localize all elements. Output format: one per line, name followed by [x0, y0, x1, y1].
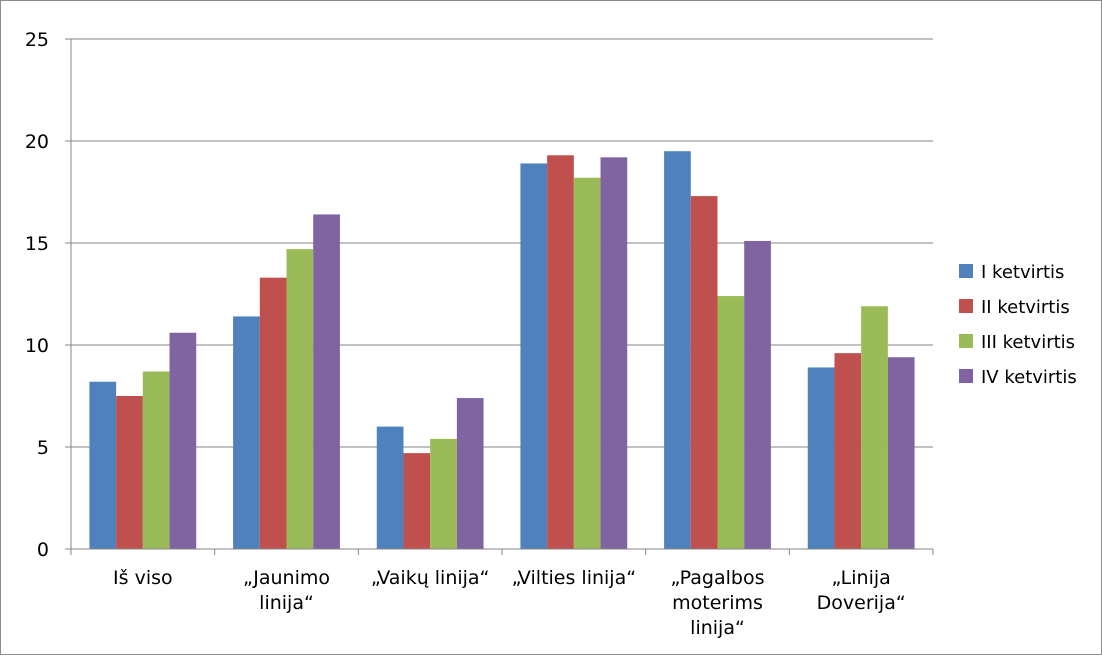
bar-1-4	[520, 163, 548, 549]
bar-2-2	[259, 277, 287, 549]
x-category-label: „Jaunimo	[243, 567, 330, 589]
y-tick-labels: 0 5 10 15 20 25	[25, 29, 49, 561]
x-category-label: Doverija“	[817, 592, 906, 614]
legend-swatch	[959, 334, 973, 348]
gridlines	[71, 38, 933, 448]
bar-1-5	[664, 151, 691, 549]
x-category-label: „Vaikų linija“	[371, 567, 490, 589]
legend-label: II ketvirtis	[981, 297, 1070, 318]
bar-4-4	[600, 157, 628, 549]
bar-3-1	[142, 371, 170, 549]
x-category-label: linija“	[259, 592, 314, 614]
bar-2-3	[403, 453, 431, 549]
y-tick-label: 5	[37, 437, 49, 459]
x-category-label: Iš viso	[113, 567, 173, 589]
bar-1-2	[233, 316, 260, 549]
legend-swatch	[959, 264, 973, 278]
legend-label: IV ketvirtis	[981, 367, 1077, 388]
legend-label: III ketvirtis	[981, 332, 1075, 353]
x-category-label: „Pagalbos	[671, 567, 765, 589]
bar-2-1	[116, 396, 143, 549]
x-category-labels: Iš viso „Jaunimo linija“ „Vaikų linija“ „Vil…	[113, 567, 906, 639]
bar-4-3	[456, 398, 484, 549]
bar-4-2	[313, 214, 340, 549]
legend-label: I ketvirtis	[981, 262, 1064, 283]
y-tick-label: 25	[25, 29, 49, 51]
bar-3-5	[717, 296, 745, 549]
bars	[89, 151, 915, 549]
y-tick-label: 10	[25, 335, 49, 357]
bar-2-4	[547, 155, 574, 549]
x-category-label: „Vilties linija“	[512, 567, 637, 589]
axes	[65, 38, 934, 555]
legend: I ketvirtis II ketvirtis III ketvirtis IV k…	[959, 262, 1077, 388]
bar-4-6	[887, 357, 915, 549]
legend-swatch	[959, 299, 973, 313]
y-tick-label: 20	[25, 131, 49, 153]
x-category-label: „Linija	[832, 567, 891, 589]
bar-1-1	[89, 381, 117, 549]
x-category-label: linija“	[690, 617, 745, 639]
bar-3-2	[286, 249, 314, 549]
bar-2-5	[690, 196, 718, 549]
x-category-label: moterims	[672, 592, 763, 614]
y-tick-label: 0	[37, 539, 49, 561]
bar-4-5	[744, 240, 771, 549]
bar-3-3	[430, 438, 457, 549]
bar-2-6	[834, 353, 862, 549]
bar-4-1	[169, 332, 197, 549]
legend-swatch	[959, 369, 973, 383]
bar-3-4	[573, 177, 601, 549]
y-tick-label: 15	[25, 233, 49, 255]
bar-1-6	[807, 367, 835, 549]
bar-1-3	[376, 426, 404, 549]
bar-3-6	[861, 306, 888, 549]
